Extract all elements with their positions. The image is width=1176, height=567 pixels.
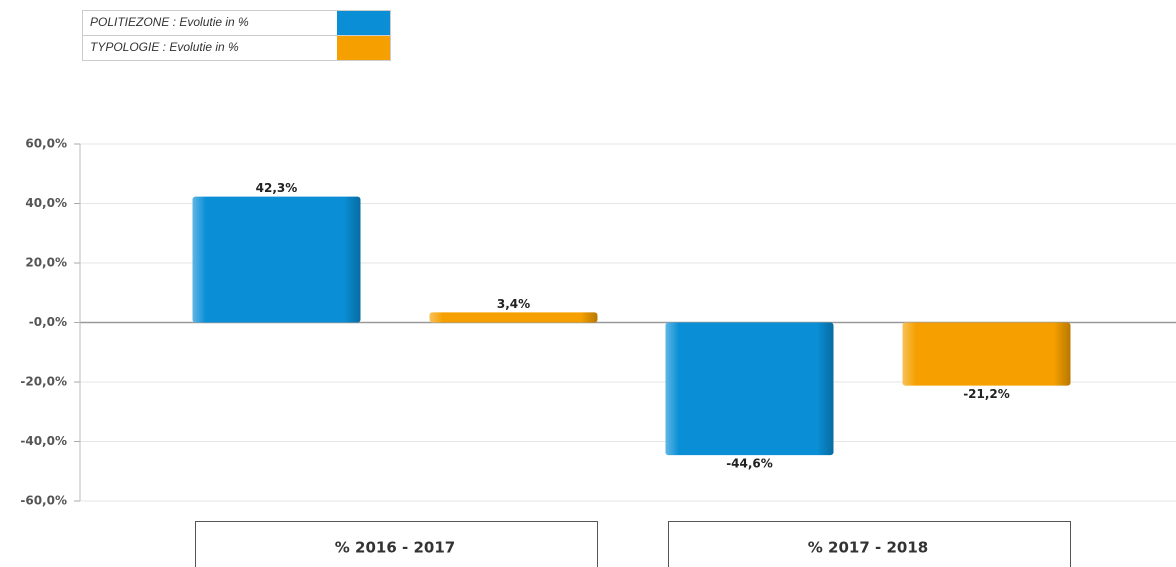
legend-swatch — [337, 36, 390, 60]
value-label: 42,3% — [256, 181, 298, 195]
y-tick-label: -0,0% — [29, 315, 67, 329]
category-box — [195, 521, 598, 567]
y-tick-label: -40,0% — [20, 434, 67, 448]
x-tick-label: % 2016 - 2017 — [335, 539, 455, 557]
y-tick-label: 60,0% — [25, 137, 67, 151]
legend-label: POLITIEZONE : Evolutie in % — [90, 15, 249, 29]
y-tick-label: -20,0% — [20, 375, 67, 389]
bar-shade — [665, 322, 834, 456]
bar-shade — [429, 312, 598, 323]
y-tick-label: -60,0% — [20, 494, 67, 508]
legend-swatch — [337, 11, 390, 35]
bar-shade — [192, 196, 361, 323]
value-label: -44,6% — [726, 457, 773, 471]
value-label: 3,4% — [497, 297, 530, 311]
category-box — [668, 521, 1071, 567]
y-tick-label: 40,0% — [25, 196, 67, 210]
x-tick-label: % 2017 - 2018 — [808, 539, 928, 557]
legend-label: TYPOLOGIE : Evolutie in % — [90, 40, 239, 54]
y-tick-label: 20,0% — [25, 256, 67, 270]
bar-shade — [902, 322, 1071, 386]
value-label: -21,2% — [963, 387, 1010, 401]
